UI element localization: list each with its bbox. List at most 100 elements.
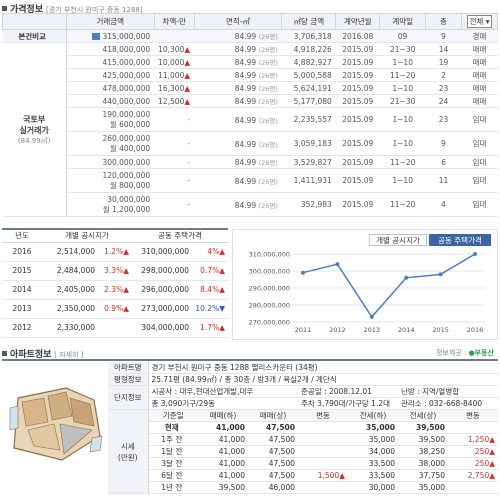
type-cell: 매매 xyxy=(461,55,498,69)
amount-value: 300,000,000 xyxy=(102,157,151,167)
price-date: 3달 전 xyxy=(148,457,198,471)
price-s_hi: 47,500 xyxy=(248,421,298,435)
amount-cell: 478,000,000 xyxy=(66,81,155,95)
diff-cell: - xyxy=(154,107,195,132)
x-tick-label: 2013 xyxy=(364,326,381,334)
col-amount: 거래금액 xyxy=(65,13,155,30)
ym-cell: 2015.09 xyxy=(335,42,380,56)
house-price-cell: 296,000,000 8.4%▲ xyxy=(132,280,228,300)
amount-value: 415,000,000 xyxy=(102,57,151,67)
amount-value: 418,000,000 xyxy=(102,44,151,54)
public-price-row: 2013 2,350,000 0.9%▲ 273,000,000 10.2%▼ xyxy=(2,299,228,319)
area-tag: (26평) xyxy=(258,85,278,93)
diff-cell: 12,500▲ xyxy=(154,94,195,108)
public-price-table: 년도 개별 공시지가 공동 주택가격 2016 2,514,000 1.2%▲ 310… xyxy=(2,228,228,338)
price-s_hi: 47,500 xyxy=(248,457,298,471)
house-price-change: 8.4%▲ xyxy=(189,285,225,294)
price-col-header: 전세(상) xyxy=(398,409,448,423)
apt-households: 총 3,090기구/29동 xyxy=(148,397,298,411)
price-s_chg xyxy=(298,433,348,447)
tab-house-price[interactable]: 공동 주택가격 xyxy=(429,234,491,246)
land-price-value: 2,330,000 xyxy=(56,323,95,332)
land-price-cell: 2,350,000 0.9%▲ xyxy=(42,299,132,319)
land-price-cell: 2,514,000 1.2%▲ xyxy=(42,242,132,262)
land-pct: 1.2% xyxy=(104,247,124,256)
x-tick-label: 2014 xyxy=(398,326,415,334)
up-arrow-icon: ▲ xyxy=(219,266,225,275)
area-cell: 84.99 (26평) xyxy=(194,192,282,217)
area-cell: 84.99 (26평) xyxy=(194,168,282,193)
type-cell: 매매 xyxy=(461,94,498,108)
diff-value: 11,000 xyxy=(158,70,185,80)
year-cell: 2014 xyxy=(2,280,42,300)
apt-office: 관리소 : 032-668-8400 xyxy=(398,397,498,411)
land-price-cell: 2,484,000 3.3%▲ xyxy=(42,261,132,281)
area-tag: (26평) xyxy=(258,116,278,125)
down-arrow-icon: ▼ xyxy=(219,304,225,313)
price-j_chg xyxy=(448,421,498,435)
section-title: 가격정보 xyxy=(10,5,44,15)
per-m2-cell: 1,411,931 xyxy=(281,168,336,193)
market-price-row: 6달 전 41,000 47,500 1,500▲ 33,500 37,750 2,750▲ xyxy=(108,469,498,483)
price-date: 6달 전 xyxy=(148,469,198,483)
price-s_lo: 41,000 xyxy=(198,469,248,483)
house-price-cell: 273,000,000 10.2%▼ xyxy=(132,299,228,319)
type-cell: 임대 xyxy=(461,107,498,132)
area-tag: (26평) xyxy=(258,72,278,80)
ym-cell: 2015.09 xyxy=(335,94,380,108)
y-tick-label: 290,000,000 xyxy=(249,285,290,293)
price-col-header: 변동 xyxy=(298,409,348,423)
ym-cell: 2015.09 xyxy=(335,107,380,132)
amount-value: 478,000,000 xyxy=(102,83,151,93)
amount-cell: 425,000,000 xyxy=(66,68,155,82)
market-price-row: 1주 전 41,000 47,500 35,000 39,500 1,250▲ xyxy=(108,433,498,447)
up-arrow-icon: ▲ xyxy=(184,70,191,80)
price-j_lo: 30,000 xyxy=(348,481,398,495)
compare-area: 84.99 (26평) xyxy=(194,29,282,43)
floor-cell: 14 xyxy=(425,42,462,56)
land-price-cell: 2,405,000 2.3%▲ xyxy=(42,280,132,300)
house-price-cell: 310,000,000 4%▲ xyxy=(132,242,228,262)
amount-cell: 418,000,000 xyxy=(66,42,155,56)
detail-link[interactable]: [ 자세히 ] xyxy=(54,351,84,359)
area-cell: 84.99 (26평) xyxy=(194,155,282,169)
area-value: 84.99 xyxy=(234,58,257,67)
apt-heating: 난방 : 지역/열병합 xyxy=(398,385,498,399)
area-tag: (26평) xyxy=(258,98,278,106)
amount-cell: 120,000,000 월 800,000 xyxy=(66,168,155,193)
price-j_chg xyxy=(448,481,498,495)
diff-cell: 10,300▲ xyxy=(154,42,195,56)
area-tag: (26평) xyxy=(258,201,278,210)
monthly-rent: 월 1,200,000 xyxy=(102,204,151,214)
price-j_lo: 33,500 xyxy=(348,457,398,471)
ym-cell: 2015.09 xyxy=(335,168,380,193)
area-value: 84.99 xyxy=(234,71,257,80)
price-row: 국토부 실거래가 (84.99㎡) 418,000,000 10,300▲ 84.99 (… xyxy=(2,42,498,217)
price-s_chg xyxy=(298,445,348,459)
land-price-value: 2,514,000 xyxy=(56,247,95,256)
tab-land-price[interactable]: 개별 공시지가 xyxy=(369,234,427,246)
area-cell: 84.99 (26평) xyxy=(194,94,282,108)
price-j_hi: 37,750 xyxy=(398,469,448,483)
amount-value: 440,000,000 xyxy=(102,96,151,106)
price-j_chg: 1,250▲ xyxy=(448,433,498,447)
price-j_lo: 34,000 xyxy=(348,445,398,459)
area-tag: (26평) xyxy=(258,159,278,167)
compare-per-m2: 3,706,318 xyxy=(281,29,336,43)
type-cell: 임대 xyxy=(461,131,498,156)
price-row: 260,000,000 월 400,000-84.99 (26평) 3,059,18… xyxy=(3,131,498,156)
land-price-change: 3.3%▲ xyxy=(95,266,129,275)
price-s_lo: 41,000 xyxy=(198,421,248,435)
public-price-row: 2014 2,405,000 2.3%▲ 296,000,000 8.4%▲ xyxy=(2,280,228,300)
price-date: 1달 전 xyxy=(148,445,198,459)
area-cell: 84.99 (26평) xyxy=(194,131,282,156)
price-j_lo: 35,000 xyxy=(348,433,398,447)
up-arrow-icon: ▲ xyxy=(123,285,129,294)
amount-cell: 300,000,000 xyxy=(66,155,155,169)
x-tick-label: 2012 xyxy=(329,326,346,334)
monthly-rent: 월 600,000 xyxy=(109,119,151,129)
floor-cell: 11 xyxy=(425,168,462,193)
type-filter[interactable]: 전체 ▾ xyxy=(460,13,499,30)
price-col-header: 매매(하) xyxy=(198,409,248,423)
ym-cell: 2015.09 xyxy=(335,155,380,169)
